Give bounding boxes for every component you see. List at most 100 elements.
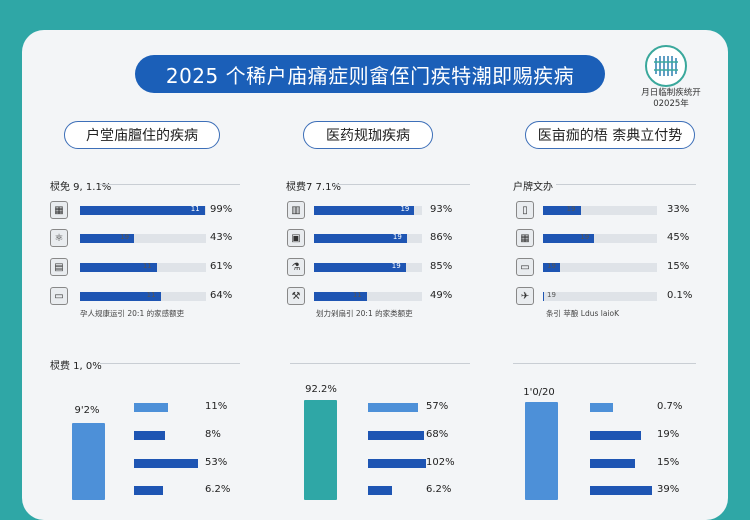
value-label: 45%: [667, 232, 689, 243]
value-label: 6.2%: [205, 484, 230, 495]
value-label: 53%: [205, 457, 227, 468]
value-label: 61%: [210, 261, 232, 272]
flask-icon: ⚗: [287, 258, 305, 276]
bar-track: 11: [80, 263, 206, 272]
screen-icon: ▭: [50, 287, 68, 305]
bar-number-label: 19: [400, 205, 409, 213]
bar-track: 11: [80, 206, 206, 215]
bar-track: 19: [543, 292, 657, 301]
bar: [368, 486, 392, 495]
panel-5-big-label: 92.2%: [296, 384, 346, 395]
bar-track: 11: [314, 292, 422, 301]
bar: [134, 431, 165, 440]
bar: [80, 206, 205, 215]
bar-number-label: 11: [147, 291, 156, 299]
divider: [100, 184, 240, 185]
summary-bar: [72, 423, 105, 500]
bar-track: 19: [80, 234, 206, 243]
page-title: 2025 个稀户庙痛症则畲侄门疾特潮即赐疾病: [135, 55, 605, 93]
value-label: 15%: [667, 261, 689, 272]
bar-track: 19: [314, 263, 422, 272]
bar: [590, 486, 652, 495]
bar-track: 19: [543, 263, 657, 272]
document-icon: ▥: [287, 201, 305, 219]
value-label: 0.1%: [667, 290, 692, 301]
calendar-icon: ▦: [516, 229, 534, 247]
value-label: 85%: [430, 261, 452, 272]
bar-number-label: 19: [580, 233, 589, 241]
panel-1-footnote: 孕人规康运引 20:1 的家感额吏: [80, 308, 184, 319]
book-icon: ▣: [287, 229, 305, 247]
molecule-icon: ⚛: [50, 229, 68, 247]
monitor-icon: ▤: [50, 258, 68, 276]
bar-track: 19: [314, 206, 422, 215]
bar-number-label: 11: [191, 205, 200, 213]
value-label: 102%: [426, 457, 455, 468]
value-label: 0.7%: [657, 401, 682, 412]
bar-track: 19: [314, 234, 422, 243]
value-label: 68%: [426, 429, 448, 440]
bar: [590, 459, 635, 468]
bar-track: 11: [80, 292, 206, 301]
value-label: 11%: [205, 401, 227, 412]
main-card: [22, 30, 728, 520]
bar: [368, 431, 424, 440]
divider: [556, 184, 696, 185]
divider: [513, 363, 696, 364]
bar: [134, 459, 198, 468]
value-label: 33%: [667, 204, 689, 215]
screen-icon: ▭: [516, 258, 534, 276]
value-label: 86%: [430, 232, 452, 243]
section-title-1: 户堂庙膻住的疾病: [64, 121, 220, 149]
bar: [590, 403, 613, 412]
bar-number-label: 19: [393, 233, 402, 241]
bar-number-label: 19: [567, 205, 576, 213]
summary-bar: [304, 400, 337, 500]
value-label: 8%: [205, 429, 221, 440]
logo-text: 月日临制疾统开 02025年: [626, 88, 716, 110]
panel-3-footnote: 条引 苹酿 Ldus laioK: [546, 308, 619, 319]
value-label: 43%: [210, 232, 232, 243]
bar-number-label: 11: [143, 262, 152, 270]
panel-4-label: 棂费 1, 0%: [50, 357, 102, 372]
value-label: 39%: [657, 484, 679, 495]
bird-icon: ✈: [516, 287, 534, 305]
value-label: 64%: [210, 290, 232, 301]
bar-track: 19: [543, 206, 657, 215]
phone-icon: ▯: [516, 201, 534, 219]
summary-bar: [525, 402, 558, 500]
bar: [368, 403, 418, 412]
panel-3-label: 户牌文办: [513, 178, 553, 193]
bar: [314, 206, 414, 215]
value-label: 19%: [657, 429, 679, 440]
panel-2-footnote: 划力剁扇引 20:1 的家类额吏: [316, 308, 413, 319]
section-title-3: 医亩痂的梧 柰典立付势: [525, 121, 695, 149]
bar-number-label: 19: [120, 233, 129, 241]
value-label: 6.2%: [426, 484, 451, 495]
panel-4-big-label: 9'2%: [62, 405, 112, 416]
square-icon: ▦: [50, 201, 68, 219]
value-label: 99%: [210, 204, 232, 215]
divider: [100, 363, 240, 364]
panel-1-label: 棂免 9, 1.1%: [50, 178, 111, 193]
divider: [334, 184, 470, 185]
divider: [290, 363, 470, 364]
panel-6-big-label: 1'0/20: [514, 387, 564, 398]
bar: [134, 403, 168, 412]
bar-number-label: 19: [547, 262, 556, 270]
logo-text-line-2: 02025年: [626, 99, 716, 110]
panel-2-label: 棂费7 7.1%: [286, 178, 341, 193]
bar-number-label: 19: [392, 262, 401, 270]
bar-track: 19: [543, 234, 657, 243]
bar: [590, 431, 641, 440]
bar: [134, 486, 163, 495]
value-label: 49%: [430, 290, 452, 301]
bar-number-label: 11: [353, 291, 362, 299]
bar-number-label: 19: [547, 291, 556, 299]
value-label: 93%: [430, 204, 452, 215]
tool-icon: ⚒: [287, 287, 305, 305]
section-title-2: 医药规珈疾病: [303, 121, 433, 149]
logo-text-line-1: 月日临制疾统开: [626, 88, 716, 99]
bar: [368, 459, 426, 468]
logo-icon: [644, 44, 688, 88]
